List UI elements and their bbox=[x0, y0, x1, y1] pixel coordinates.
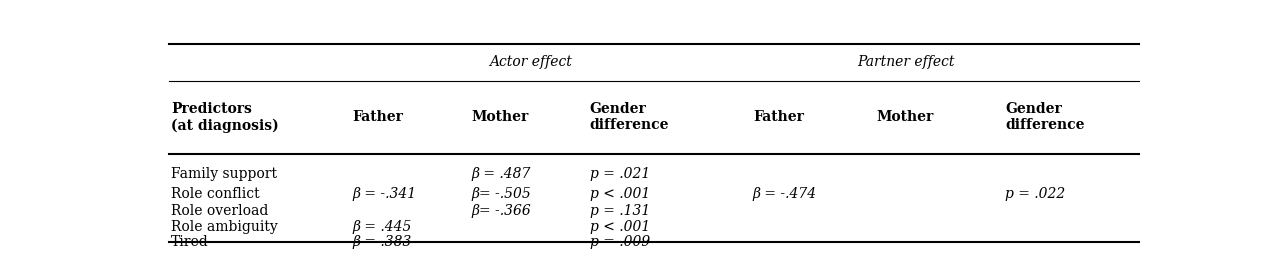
Text: Role ambiguity: Role ambiguity bbox=[171, 220, 278, 234]
Text: p = .131: p = .131 bbox=[590, 204, 649, 218]
Text: Mother: Mother bbox=[877, 110, 934, 124]
Text: Father: Father bbox=[753, 110, 804, 124]
Text: Role conflict: Role conflict bbox=[171, 187, 260, 201]
Text: p = .009: p = .009 bbox=[590, 235, 649, 249]
Text: Partner effect: Partner effect bbox=[857, 56, 954, 69]
Text: β = -.341: β = -.341 bbox=[352, 187, 416, 201]
Text: Actor effect: Actor effect bbox=[489, 56, 572, 69]
Text: β = .383: β = .383 bbox=[352, 235, 412, 249]
Text: Gender
difference: Gender difference bbox=[1005, 102, 1085, 132]
Text: β = -.474: β = -.474 bbox=[753, 187, 817, 201]
Text: β= -.366: β= -.366 bbox=[471, 204, 531, 218]
Text: Mother: Mother bbox=[471, 110, 528, 124]
Text: Gender
difference: Gender difference bbox=[590, 102, 669, 132]
Text: p = .022: p = .022 bbox=[1005, 187, 1065, 201]
Text: p < .001: p < .001 bbox=[590, 220, 649, 234]
Text: β = .445: β = .445 bbox=[352, 220, 412, 234]
Text: Predictors
(at diagnosis): Predictors (at diagnosis) bbox=[171, 102, 279, 133]
Text: Role overload: Role overload bbox=[171, 204, 269, 218]
Text: Tired: Tired bbox=[171, 235, 209, 249]
Text: Family support: Family support bbox=[171, 167, 277, 181]
Text: Father: Father bbox=[352, 110, 403, 124]
Text: β= -.505: β= -.505 bbox=[471, 187, 531, 201]
Text: β = .487: β = .487 bbox=[471, 167, 531, 181]
Text: p = .021: p = .021 bbox=[590, 167, 649, 181]
Text: p < .001: p < .001 bbox=[590, 187, 649, 201]
